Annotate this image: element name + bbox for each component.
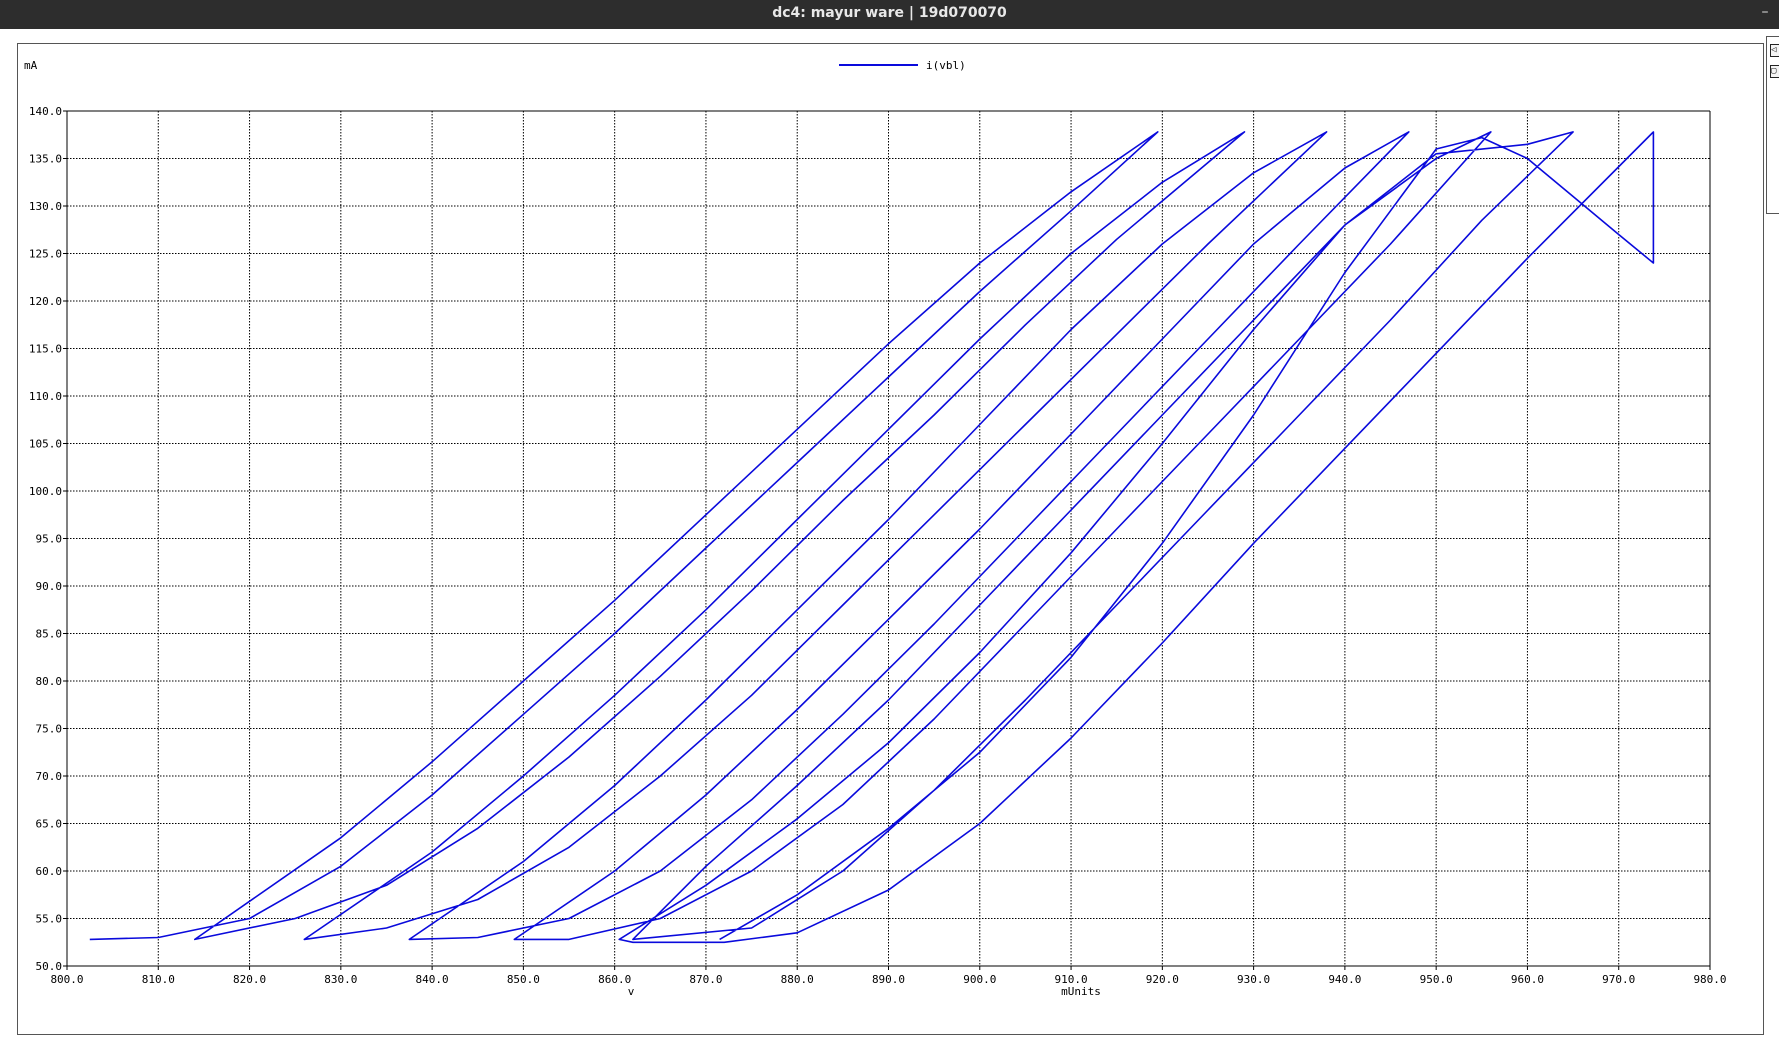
side-toolbar: ◁ ▢ (1766, 36, 1779, 214)
x-tick-label: 930.0 (1237, 973, 1270, 986)
x-tick-label: 950.0 (1420, 973, 1453, 986)
x-tick-label: 910.0 (1054, 973, 1087, 986)
title-bar: dc4: mayur ware | 19d070070 – (0, 0, 1779, 29)
x-axis-unit: mUnits (1061, 985, 1101, 998)
trace-i-vbl (89, 131, 1655, 944)
y-tick-label: 60.0 (36, 865, 63, 878)
x-tick-label: 890.0 (872, 973, 905, 986)
x-tick-label: 800.0 (50, 973, 83, 986)
legend: i(vbl) (839, 59, 966, 72)
x-tick-label: 810.0 (142, 973, 175, 986)
x-tick-label: 820.0 (233, 973, 266, 986)
y-tick-label: 125.0 (29, 248, 62, 261)
y-tick-label: 140.0 (29, 105, 62, 118)
y-tick-label: 135.0 (29, 153, 62, 166)
y-tick-label: 105.0 (29, 438, 62, 451)
y-tick-label: 85.0 (36, 628, 63, 641)
y-tick-label: 75.0 (36, 723, 63, 736)
x-tick-label: 960.0 (1511, 973, 1544, 986)
y-tick-label: 100.0 (29, 485, 62, 498)
x-tick-label: 850.0 (507, 973, 540, 986)
chart: 800.0 810.0 820.0 830.0 840.0 850.0 860.0 870.0… (24, 59, 1727, 998)
y-tick-label: 65.0 (36, 818, 63, 831)
y-tick-label: 90.0 (36, 580, 63, 593)
x-tick-label: 980.0 (1693, 973, 1726, 986)
y-tick-label: 130.0 (29, 200, 62, 213)
window-title: dc4: mayur ware | 19d070070 (772, 5, 1007, 21)
x-tick-label: 870.0 (689, 973, 722, 986)
x-tick-label: 920.0 (1146, 973, 1179, 986)
y-tick-label: 80.0 (36, 675, 63, 688)
x-tick-label: 940.0 (1328, 973, 1361, 986)
traces (89, 131, 1655, 944)
x-tick-label: 830.0 (324, 973, 357, 986)
y-tick-label: 55.0 (36, 913, 63, 926)
x-tick-label: 880.0 (781, 973, 814, 986)
y-axis-unit: mA (24, 59, 38, 72)
x-tick-label: 900.0 (963, 973, 996, 986)
y-tick-label: 115.0 (29, 343, 62, 356)
y-tick-label: 50.0 (36, 960, 63, 973)
x-tick-label: 860.0 (598, 973, 631, 986)
y-tick-label: 120.0 (29, 295, 62, 308)
y-tick-label: 95.0 (36, 533, 63, 546)
zoom-box-button[interactable]: ▢ (1770, 65, 1779, 78)
y-tick-label: 70.0 (36, 770, 63, 783)
plot-area[interactable]: 800.0 810.0 820.0 830.0 840.0 850.0 860.0 870.0… (17, 43, 1764, 1035)
x-tick-label: 840.0 (416, 973, 449, 986)
zoom-in-button[interactable]: ◁ (1770, 44, 1779, 57)
x-axis-label: v (628, 985, 635, 998)
y-tick-label: 110.0 (29, 390, 62, 403)
legend-label-i-vbl: i(vbl) (926, 59, 966, 72)
minimize-button[interactable]: – (1761, 4, 1769, 20)
x-tick-label: 970.0 (1602, 973, 1635, 986)
tick-labels: 800.0 810.0 820.0 830.0 840.0 850.0 860.0 870.0… (29, 105, 1727, 986)
